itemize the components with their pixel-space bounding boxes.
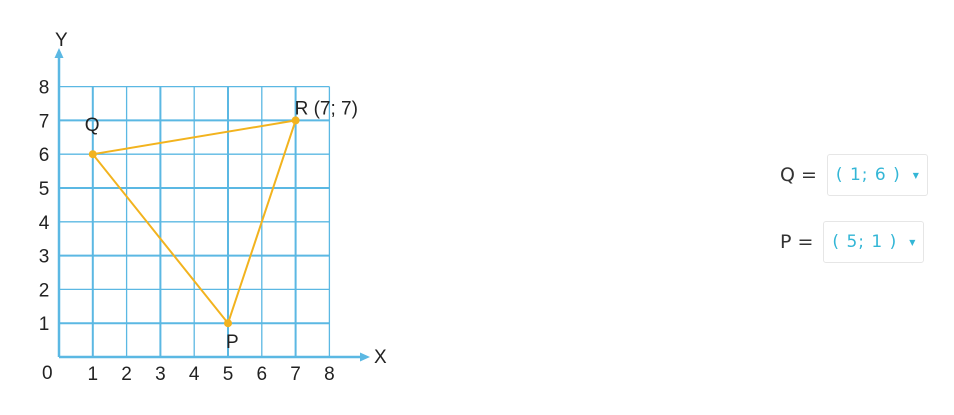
answer-dropdown-q[interactable]: ( 1; 6 ) ▼	[826, 154, 928, 196]
y-tick-label: 5	[39, 179, 50, 200]
point-label: R (7; 7)	[295, 98, 358, 119]
answer-row-q: Q = ( 1; 6 ) ▼	[780, 154, 928, 196]
point-label: Q	[85, 115, 100, 136]
x-axis-arrow	[360, 352, 370, 362]
grid	[59, 85, 331, 357]
answer-label-p: P =	[780, 231, 814, 253]
point-marker	[224, 319, 232, 328]
y-axis-arrow	[54, 48, 64, 58]
y-axis-label: Y	[55, 30, 68, 51]
point-marker	[88, 150, 97, 159]
answer-dropdown-p[interactable]: ( 5; 1 ) ▼	[823, 221, 925, 263]
origin-label: 0	[42, 363, 53, 384]
x-tick-label: 8	[324, 364, 335, 385]
x-tick-label: 6	[257, 364, 268, 385]
triangle-pqr	[90, 119, 298, 326]
caret-down-icon: ▼	[912, 170, 919, 180]
caret-down-icon: ▼	[909, 237, 916, 247]
answer-row-p: P = ( 5; 1 ) ▼	[780, 221, 925, 263]
x-tick-label: 7	[290, 364, 301, 385]
answer-value-p: ( 5; 1 )	[832, 232, 898, 252]
answer-label-q: Q =	[780, 164, 817, 186]
tick-labels: 1 2 3 4 5 6 7 8 1 2 3 4 5 6 7 8	[39, 78, 335, 385]
answer-value-q: ( 1; 6 )	[835, 165, 901, 185]
y-tick-label: 4	[39, 213, 50, 234]
y-tick-label: 1	[39, 314, 50, 335]
y-tick-label: 7	[39, 111, 50, 132]
y-tick-label: 6	[39, 145, 50, 166]
x-tick-label: 4	[189, 364, 200, 385]
points: Q R (7; 7) P	[85, 98, 358, 353]
x-tick-label: 3	[155, 364, 166, 385]
x-tick-label: 1	[88, 364, 99, 385]
y-tick-label: 3	[39, 247, 50, 268]
x-tick-label: 2	[121, 364, 132, 385]
x-tick-label: 5	[223, 364, 234, 385]
point-label: P	[226, 332, 239, 353]
x-axis-label: X	[374, 347, 387, 368]
y-tick-label: 2	[39, 280, 50, 301]
y-tick-label: 8	[39, 78, 50, 99]
point-marker	[291, 116, 300, 125]
